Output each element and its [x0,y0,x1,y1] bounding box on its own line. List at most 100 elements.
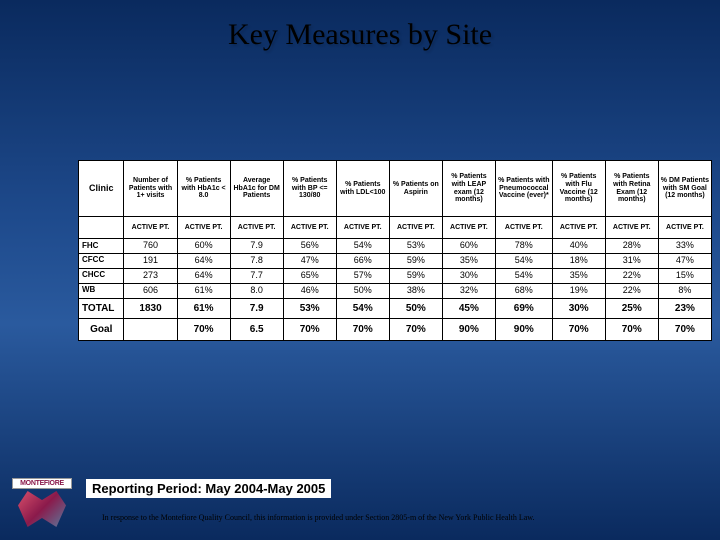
cell: 760 [124,239,177,254]
cell: 66% [336,253,389,268]
reporting-period: Reporting Period: May 2004-May 2005 [92,481,325,496]
cell: 23% [658,298,711,318]
cell: 31% [605,253,658,268]
cell: 32% [442,283,495,298]
hdr-2: % Patients with HbA1c < 8.0 [177,161,230,217]
cell: 90% [495,318,552,340]
cell: 50% [389,298,442,318]
cell: 70% [389,318,442,340]
cell: 30% [552,298,605,318]
cell: 18% [552,253,605,268]
cell: 15% [658,268,711,283]
cell: 70% [658,318,711,340]
active-6: ACTIVE PT. [389,217,442,239]
cell: 90% [442,318,495,340]
total-row: TOTAL 1830 61% 7.9 53% 54% 50% 45% 69% 3… [79,298,712,318]
page-title: Key Measures by Site [0,0,720,52]
cell: 70% [605,318,658,340]
cell: 61% [177,283,230,298]
total-label: TOTAL [79,298,124,318]
active-1: ACTIVE PT. [124,217,177,239]
cell: WB [79,283,124,298]
cell: 69% [495,298,552,318]
cell: 65% [283,268,336,283]
cell: 7.7 [230,268,283,283]
cell: 60% [177,239,230,254]
active-3: ACTIVE PT. [230,217,283,239]
goal-label: Goal [79,318,124,340]
hdr-10: % Patients with Retina Exam (12 months) [605,161,658,217]
cell: 30% [442,268,495,283]
cell: 7.9 [230,239,283,254]
cell: 54% [336,298,389,318]
cell: 191 [124,253,177,268]
cell: 61% [177,298,230,318]
cell: 54% [495,253,552,268]
active-8: ACTIVE PT. [495,217,552,239]
cell [124,318,177,340]
hdr-9: % Patients with Flu Vaccine (12 months) [552,161,605,217]
table-row: WB 606 61% 8.0 46% 50% 38% 32% 68% 19% 2… [79,283,712,298]
cell: 7.8 [230,253,283,268]
cell: 8.0 [230,283,283,298]
table-row: FHC 760 60% 7.9 56% 54% 53% 60% 78% 40% … [79,239,712,254]
header-row: Clinic Number of Patients with 1+ visits… [79,161,712,217]
hdr-3: Average HbA1c for DM Patients [230,161,283,217]
hdr-11: % DM Patients with SM Goal (12 months) [658,161,711,217]
cell: 68% [495,283,552,298]
cell: 54% [495,268,552,283]
table-row: CFCC 191 64% 7.8 47% 66% 59% 35% 54% 18%… [79,253,712,268]
active-10: ACTIVE PT. [605,217,658,239]
cell: 33% [658,239,711,254]
measures-table: Clinic Number of Patients with 1+ visits… [78,160,712,341]
cell: 64% [177,268,230,283]
cell: 47% [658,253,711,268]
cell: 70% [177,318,230,340]
cell: 22% [605,268,658,283]
cell: 6.5 [230,318,283,340]
cell: 47% [283,253,336,268]
active-5: ACTIVE PT. [336,217,389,239]
cell: 64% [177,253,230,268]
cell: FHC [79,239,124,254]
cell: 70% [283,318,336,340]
cell: 57% [336,268,389,283]
logo-text: MONTEFIORE [12,478,72,489]
cell: 60% [442,239,495,254]
active-7: ACTIVE PT. [442,217,495,239]
table-row: CHCC 273 64% 7.7 65% 57% 59% 30% 54% 35%… [79,268,712,283]
logo-icon [18,491,66,527]
cell: 70% [336,318,389,340]
cell: 273 [124,268,177,283]
cell: 19% [552,283,605,298]
active-row: ACTIVE PT. ACTIVE PT. ACTIVE PT. ACTIVE … [79,217,712,239]
cell: 59% [389,268,442,283]
hdr-1: Number of Patients with 1+ visits [124,161,177,217]
cell: 25% [605,298,658,318]
cell: 606 [124,283,177,298]
hdr-5: % Patients with LDL<100 [336,161,389,217]
cell: 59% [389,253,442,268]
hdr-8: % Patients with Pneumococcal Vaccine (ev… [495,161,552,217]
active-11: ACTIVE PT. [658,217,711,239]
active-0 [79,217,124,239]
cell: 40% [552,239,605,254]
cell: 35% [442,253,495,268]
cell: 53% [283,298,336,318]
cell: 28% [605,239,658,254]
hdr-7: % Patients with LEAP exam (12 months) [442,161,495,217]
cell: 38% [389,283,442,298]
disclaimer-text: In response to the Montefiore Quality Co… [102,513,535,522]
cell: 22% [605,283,658,298]
cell: 7.9 [230,298,283,318]
active-2: ACTIVE PT. [177,217,230,239]
active-9: ACTIVE PT. [552,217,605,239]
cell: 46% [283,283,336,298]
cell: 70% [552,318,605,340]
cell: 45% [442,298,495,318]
cell: 35% [552,268,605,283]
hdr-6: % Patients on Aspirin [389,161,442,217]
cell: 8% [658,283,711,298]
montefiore-logo: MONTEFIORE [12,478,72,528]
cell: 1830 [124,298,177,318]
